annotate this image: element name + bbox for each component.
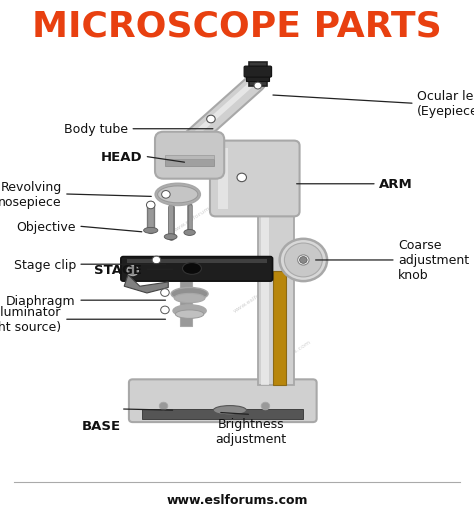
- Circle shape: [146, 202, 155, 209]
- FancyBboxPatch shape: [121, 257, 273, 281]
- Bar: [218, 149, 228, 210]
- Text: MICROSCOPE PARTS: MICROSCOPE PARTS: [32, 10, 442, 44]
- Text: ARM: ARM: [379, 178, 413, 191]
- Text: Stage clip: Stage clip: [14, 258, 76, 271]
- Circle shape: [152, 257, 161, 264]
- FancyBboxPatch shape: [155, 132, 224, 179]
- Text: Diaphragm: Diaphragm: [6, 294, 76, 307]
- Circle shape: [161, 306, 169, 314]
- Bar: [246, 75, 269, 82]
- FancyBboxPatch shape: [129, 380, 317, 422]
- Ellipse shape: [171, 288, 208, 301]
- Circle shape: [261, 403, 270, 410]
- Ellipse shape: [155, 184, 200, 206]
- FancyBboxPatch shape: [258, 169, 294, 385]
- Bar: [249, 63, 267, 87]
- Circle shape: [237, 174, 246, 182]
- Text: Body tube: Body tube: [64, 123, 128, 136]
- Bar: [180, 269, 192, 326]
- FancyBboxPatch shape: [244, 67, 272, 78]
- Ellipse shape: [184, 230, 195, 236]
- Bar: [261, 169, 269, 385]
- Bar: [273, 271, 286, 385]
- Circle shape: [161, 289, 169, 297]
- Circle shape: [254, 83, 262, 90]
- Ellipse shape: [157, 186, 198, 204]
- Text: www.eslforums.com: www.eslforums.com: [166, 493, 308, 505]
- Text: www.eslforums.com: www.eslforums.com: [256, 338, 312, 377]
- Ellipse shape: [213, 406, 246, 415]
- Text: STAGE: STAGE: [94, 263, 142, 276]
- Bar: [165, 159, 214, 166]
- Bar: [127, 260, 267, 264]
- Circle shape: [298, 256, 309, 266]
- Ellipse shape: [173, 305, 206, 317]
- Circle shape: [162, 191, 170, 199]
- Polygon shape: [124, 275, 168, 293]
- Text: HEAD: HEAD: [100, 151, 142, 163]
- Text: Ocular lens
(Eyepiece): Ocular lens (Eyepiece): [417, 90, 474, 118]
- Text: BASE: BASE: [82, 419, 121, 433]
- Text: Illuminator
(light source): Illuminator (light source): [0, 305, 62, 333]
- Ellipse shape: [164, 234, 177, 240]
- Ellipse shape: [182, 263, 201, 275]
- Text: Objective: Objective: [16, 220, 76, 233]
- FancyBboxPatch shape: [210, 142, 300, 217]
- Circle shape: [300, 257, 307, 264]
- Ellipse shape: [174, 294, 205, 303]
- Text: Coarse
adjustment
knob: Coarse adjustment knob: [398, 239, 469, 282]
- Circle shape: [207, 116, 215, 124]
- Circle shape: [159, 403, 168, 410]
- Circle shape: [284, 243, 322, 277]
- Ellipse shape: [175, 310, 204, 319]
- Circle shape: [280, 239, 327, 281]
- Text: Brightness
adjustment: Brightness adjustment: [216, 417, 287, 445]
- Ellipse shape: [144, 228, 158, 234]
- Circle shape: [127, 266, 138, 276]
- Bar: [142, 410, 303, 419]
- Text: Revolving
nosepiece: Revolving nosepiece: [0, 181, 62, 209]
- Text: www.eslforums.com: www.eslforums.com: [171, 195, 227, 233]
- Text: www.eslforums.com: www.eslforums.com: [233, 275, 289, 314]
- Bar: [165, 155, 214, 159]
